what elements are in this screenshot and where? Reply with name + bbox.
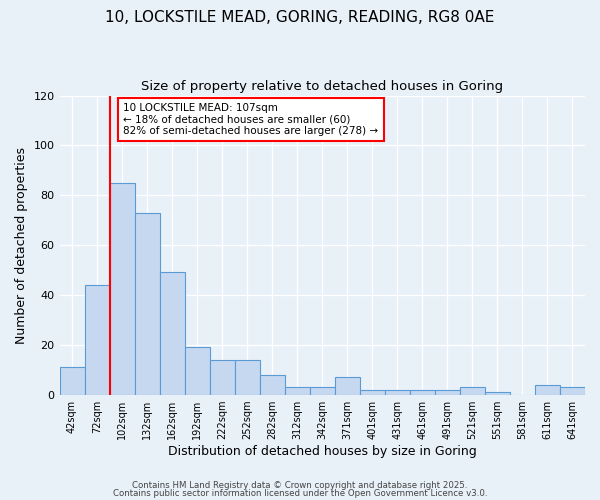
Title: Size of property relative to detached houses in Goring: Size of property relative to detached ho…	[141, 80, 503, 93]
Bar	[385, 390, 410, 394]
Text: 10, LOCKSTILE MEAD, GORING, READING, RG8 0AE: 10, LOCKSTILE MEAD, GORING, READING, RG8…	[106, 10, 494, 25]
X-axis label: Distribution of detached houses by size in Goring: Distribution of detached houses by size …	[168, 444, 476, 458]
Bar	[85, 285, 110, 395]
Bar	[560, 387, 585, 394]
Bar	[209, 360, 235, 394]
Text: Contains HM Land Registry data © Crown copyright and database right 2025.: Contains HM Land Registry data © Crown c…	[132, 481, 468, 490]
Bar	[134, 212, 160, 394]
Bar	[235, 360, 260, 394]
Bar	[535, 384, 560, 394]
Text: 10 LOCKSTILE MEAD: 107sqm
← 18% of detached houses are smaller (60)
82% of semi-: 10 LOCKSTILE MEAD: 107sqm ← 18% of detac…	[124, 103, 379, 136]
Bar	[410, 390, 435, 394]
Bar	[360, 390, 385, 394]
Bar	[260, 374, 285, 394]
Bar	[335, 377, 360, 394]
Text: Contains public sector information licensed under the Open Government Licence v3: Contains public sector information licen…	[113, 488, 487, 498]
Y-axis label: Number of detached properties: Number of detached properties	[15, 146, 28, 344]
Bar	[59, 367, 85, 394]
Bar	[185, 347, 209, 395]
Bar	[160, 272, 185, 394]
Bar	[460, 387, 485, 394]
Bar	[435, 390, 460, 394]
Bar	[110, 183, 134, 394]
Bar	[485, 392, 510, 394]
Bar	[310, 387, 335, 394]
Bar	[285, 387, 310, 394]
